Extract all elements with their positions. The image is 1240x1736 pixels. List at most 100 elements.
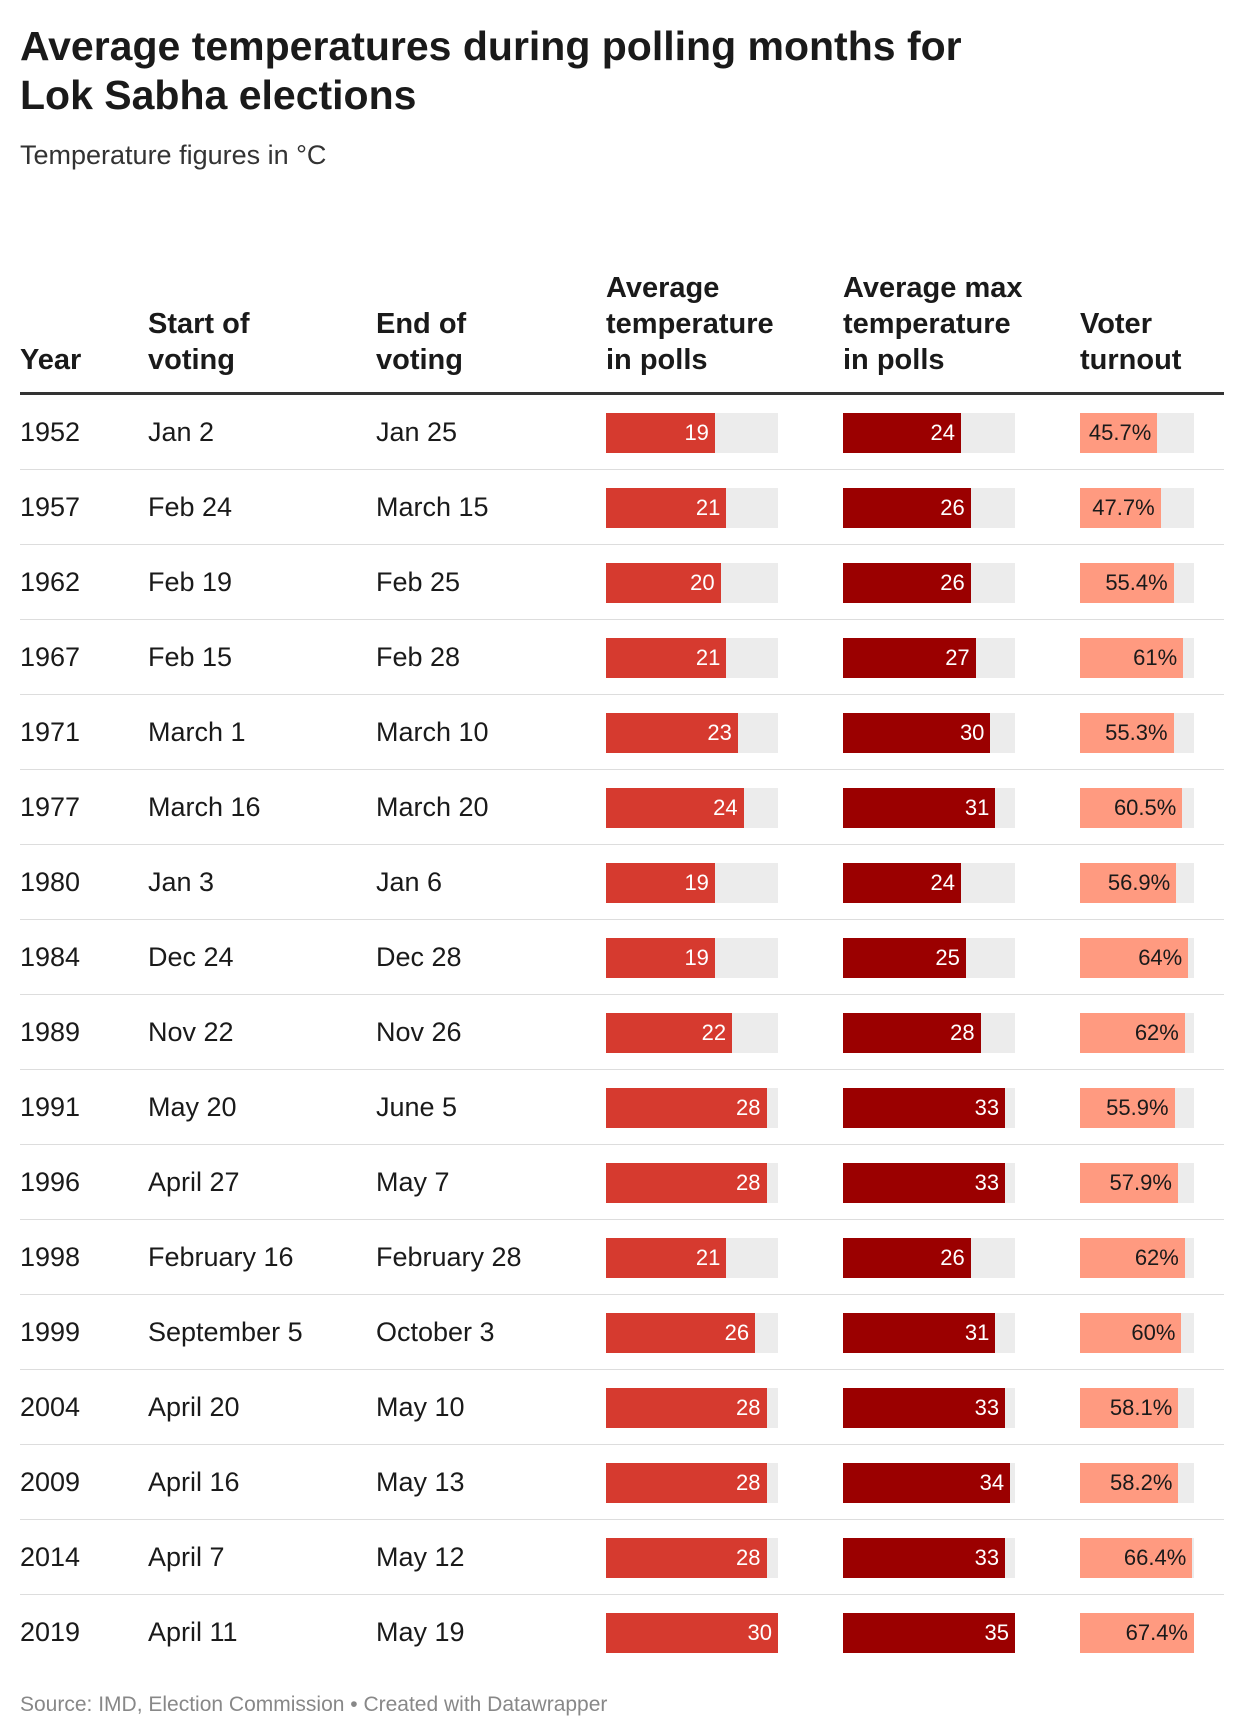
- header-voter-turnout: Voter turnout: [1080, 308, 1182, 376]
- voter-turnout-bar: 58.2%: [1080, 1463, 1179, 1503]
- avg-temp-bar-label: 28: [736, 1545, 761, 1570]
- year-cell: 1984: [20, 942, 81, 972]
- voter-turnout-bar-track: 62%: [1080, 1013, 1194, 1053]
- avg-max-temp-bar: 27: [843, 638, 976, 678]
- avg-temp-bar-label: 21: [695, 1245, 721, 1270]
- voter-turnout-bar-label: 55.3%: [1105, 720, 1168, 745]
- avg-temp-bar-track: 19: [606, 413, 778, 453]
- start-of-voting-cell: March 1: [148, 717, 246, 747]
- avg-temp-bar-label: 26: [724, 1320, 750, 1345]
- voter-turnout-bar-track: 64%: [1080, 938, 1194, 978]
- avg-max-temp-bar: 24: [843, 413, 961, 453]
- voter-turnout-bar-label: 58.2%: [1110, 1470, 1173, 1495]
- voter-turnout-bar: 61%: [1080, 638, 1184, 678]
- header-end-of-voting: End of voting: [376, 308, 467, 376]
- avg-temp-bar-label: 28: [736, 1095, 761, 1120]
- table-body: 1952 Jan 2 Jan 25 19 24 45.7% 1957 Feb 24 March …: [20, 395, 1224, 1669]
- avg-max-temp-bar-track: 35: [843, 1613, 1015, 1653]
- avg-max-temp-bar-track: 31: [843, 1313, 1015, 1353]
- voter-turnout-bar: 58.1%: [1080, 1388, 1179, 1428]
- year-cell: 1957: [20, 492, 81, 522]
- avg-max-temp-bar-label: 30: [959, 720, 985, 745]
- voter-turnout-bar-label: 45.7%: [1088, 420, 1152, 445]
- avg-max-temp-bar-track: 34: [843, 1463, 1015, 1503]
- end-of-voting-cell: March 20: [376, 792, 489, 822]
- avg-max-temp-bar-track: 28: [843, 1013, 1015, 1053]
- voter-turnout-bar-label: 56.9%: [1107, 870, 1171, 895]
- avg-max-temp-bar-track: 27: [843, 638, 1015, 678]
- table-row: 1984 Dec 24 Dec 28 19 25 64%: [20, 920, 1224, 995]
- start-of-voting-cell: April 16: [148, 1467, 240, 1497]
- year-cell: 1962: [20, 567, 81, 597]
- table-row: 1991 May 20 June 5 28 33 55.9%: [20, 1070, 1224, 1145]
- avg-temp-bar-track: 21: [606, 488, 778, 528]
- voter-turnout-bar-track: 66.4%: [1080, 1538, 1194, 1578]
- table-header: Year Start of voting End of voting Avera…: [20, 220, 1224, 395]
- avg-max-temp-bar-label: 28: [950, 1020, 975, 1045]
- table-row: 1989 Nov 22 Nov 26 22 28 62%: [20, 995, 1224, 1070]
- voter-turnout-bar-track: 62%: [1080, 1238, 1194, 1278]
- voter-turnout-bar-label: 64%: [1138, 945, 1183, 970]
- end-of-voting-cell: May 12: [376, 1542, 465, 1572]
- voter-turnout-bar-track: 61%: [1080, 638, 1194, 678]
- avg-temp-bar-track: 21: [606, 1238, 778, 1278]
- end-of-voting-cell: Jan 6: [376, 867, 443, 897]
- avg-max-temp-bar-label: 31: [964, 1320, 990, 1345]
- avg-temp-bar-track: 28: [606, 1088, 778, 1128]
- avg-temp-bar-track: 21: [606, 638, 778, 678]
- voter-turnout-bar: 55.3%: [1080, 713, 1174, 753]
- header-average-temperature: Average temperature in polls: [606, 272, 774, 376]
- avg-temp-bar-track: 23: [606, 713, 778, 753]
- year-cell: 2004: [20, 1392, 81, 1422]
- table-row: 2019 April 11 May 19 30 35 67.4%: [20, 1595, 1224, 1669]
- table-row: 1952 Jan 2 Jan 25 19 24 45.7%: [20, 395, 1224, 470]
- avg-temp-bar-label: 21: [695, 645, 721, 670]
- avg-temp-bar-track: 20: [606, 563, 778, 603]
- avg-max-temp-bar: 26: [843, 488, 971, 528]
- voter-turnout-bar: 45.7%: [1080, 413, 1158, 453]
- avg-temp-bar-label: 20: [690, 570, 715, 595]
- year-cell: 2014: [20, 1542, 81, 1572]
- end-of-voting-cell: May 13: [376, 1467, 465, 1497]
- table-row: 1998 February 16 February 28 21 26 62%: [20, 1220, 1224, 1295]
- voter-turnout-bar-label: 61%: [1133, 645, 1178, 670]
- avg-max-temp-bar-track: 26: [843, 488, 1015, 528]
- end-of-voting-cell: June 5: [376, 1092, 458, 1122]
- voter-turnout-bar-label: 62%: [1134, 1020, 1179, 1045]
- year-cell: 1999: [20, 1317, 81, 1347]
- avg-temp-bar-label: 19: [684, 870, 709, 895]
- avg-temp-bar: 28: [606, 1538, 767, 1578]
- avg-max-temp-bar-label: 33: [974, 1170, 1000, 1195]
- table-row: 1980 Jan 3 Jan 6 19 24 56.9%: [20, 845, 1224, 920]
- year-cell: 1991: [20, 1092, 81, 1122]
- avg-max-temp-bar-label: 26: [940, 495, 965, 520]
- avg-max-temp-bar-label: 24: [930, 420, 955, 445]
- avg-max-temp-bar-track: 26: [843, 1238, 1015, 1278]
- voter-turnout-bar-label: 47.7%: [1092, 495, 1155, 520]
- avg-max-temp-bar-label: 26: [940, 1245, 965, 1270]
- end-of-voting-cell: May 19: [376, 1617, 465, 1647]
- avg-temp-bar-track: 26: [606, 1313, 778, 1353]
- table-row: 1977 March 16 March 20 24 31 60.5%: [20, 770, 1224, 845]
- voter-turnout-bar-label: 60.5%: [1113, 795, 1177, 820]
- year-cell: 1967: [20, 642, 81, 672]
- voter-turnout-bar-label: 62%: [1134, 1245, 1179, 1270]
- year-cell: 1989: [20, 1017, 81, 1047]
- avg-max-temp-bar: 34: [843, 1463, 1011, 1503]
- avg-temp-bar: 19: [606, 413, 715, 453]
- avg-temp-bar: 28: [606, 1088, 767, 1128]
- avg-temp-bar-label: 23: [707, 720, 732, 745]
- end-of-voting-cell: Feb 25: [376, 567, 461, 597]
- avg-temp-bar-track: 28: [606, 1163, 778, 1203]
- end-of-voting-cell: Dec 28: [376, 942, 462, 972]
- end-of-voting-cell: March 10: [376, 717, 489, 747]
- start-of-voting-cell: April 11: [148, 1617, 238, 1647]
- avg-max-temp-bar-label: 33: [974, 1095, 1000, 1120]
- avg-max-temp-bar-label: 35: [984, 1620, 1009, 1645]
- avg-temp-bar-label: 28: [736, 1170, 761, 1195]
- avg-max-temp-bar-label: 24: [930, 870, 955, 895]
- avg-temp-bar-label: 19: [684, 420, 709, 445]
- voter-turnout-bar-label: 55.4%: [1105, 570, 1168, 595]
- table-row: 2004 April 20 May 10 28 33 58.1%: [20, 1370, 1224, 1445]
